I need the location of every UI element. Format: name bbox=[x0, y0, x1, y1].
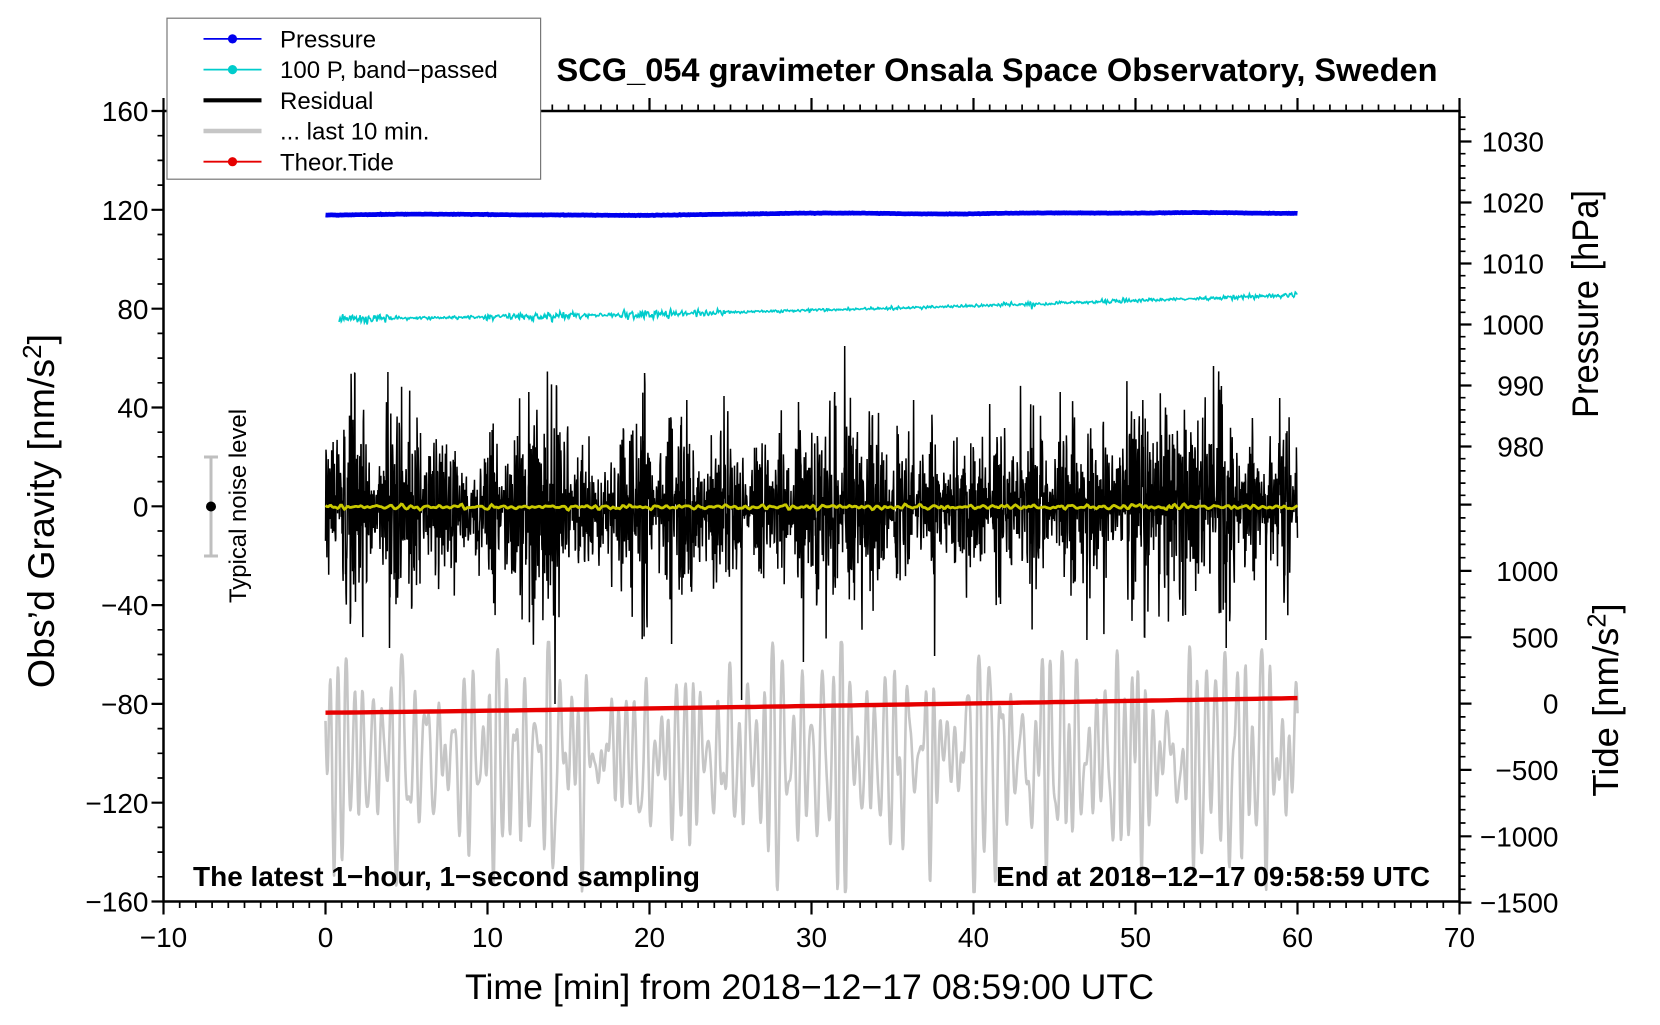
svg-text:Pressure: Pressure bbox=[280, 27, 376, 54]
svg-text:−160: −160 bbox=[85, 887, 148, 918]
svg-text:−500: −500 bbox=[1495, 755, 1558, 786]
svg-text:−1000: −1000 bbox=[1480, 821, 1559, 852]
svg-text:Obs’d Gravity [nm/s2]: Obs’d Gravity [nm/s2] bbox=[17, 334, 62, 688]
svg-text:SCG_054 gravimeter Onsala Spac: SCG_054 gravimeter Onsala Space Observat… bbox=[557, 51, 1438, 88]
svg-text:1010: 1010 bbox=[1482, 249, 1544, 280]
svg-text:1000: 1000 bbox=[1482, 310, 1544, 341]
svg-text:500: 500 bbox=[1512, 622, 1559, 653]
svg-text:40: 40 bbox=[117, 393, 148, 424]
svg-text:0: 0 bbox=[1543, 689, 1559, 720]
svg-text:Tide [nm/s2]: Tide [nm/s2] bbox=[1584, 603, 1627, 796]
svg-text:End at 2018−12−17 09:58:59 UTC: End at 2018−12−17 09:58:59 UTC bbox=[996, 861, 1430, 892]
svg-text:−1500: −1500 bbox=[1480, 888, 1559, 919]
svg-text:120: 120 bbox=[102, 195, 149, 226]
svg-text:30: 30 bbox=[796, 922, 827, 953]
svg-text:Residual: Residual bbox=[280, 88, 373, 115]
svg-text:0: 0 bbox=[133, 491, 149, 522]
svg-text:Pressure [hPa]: Pressure [hPa] bbox=[1565, 190, 1606, 418]
svg-text:80: 80 bbox=[117, 294, 148, 325]
svg-text:10: 10 bbox=[472, 922, 503, 953]
svg-text:−120: −120 bbox=[85, 788, 148, 819]
svg-text:1000: 1000 bbox=[1496, 556, 1558, 587]
svg-text:100 P, band−passed: 100 P, band−passed bbox=[280, 57, 498, 84]
svg-text:Theor.Tide: Theor.Tide bbox=[280, 149, 394, 176]
svg-text:Typical noise level: Typical noise level bbox=[225, 409, 252, 603]
svg-text:... last 10 min.: ... last 10 min. bbox=[280, 119, 429, 146]
svg-text:1030: 1030 bbox=[1482, 127, 1544, 158]
svg-text:−40: −40 bbox=[101, 590, 149, 621]
svg-text:1020: 1020 bbox=[1482, 188, 1544, 219]
svg-text:0: 0 bbox=[318, 922, 334, 953]
svg-text:40: 40 bbox=[958, 922, 989, 953]
svg-text:990: 990 bbox=[1497, 371, 1544, 402]
svg-text:−80: −80 bbox=[101, 689, 149, 720]
svg-text:980: 980 bbox=[1497, 432, 1544, 463]
svg-text:Time [min] from 2018−12−17 08:: Time [min] from 2018−12−17 08:59:00 UTC bbox=[465, 967, 1154, 1007]
svg-text:The latest 1−hour, 1−second sa: The latest 1−hour, 1−second sampling bbox=[193, 861, 700, 892]
svg-text:−10: −10 bbox=[140, 922, 188, 953]
svg-text:60: 60 bbox=[1282, 922, 1313, 953]
svg-text:50: 50 bbox=[1120, 922, 1151, 953]
svg-text:160: 160 bbox=[102, 96, 149, 127]
svg-text:20: 20 bbox=[634, 922, 665, 953]
svg-text:70: 70 bbox=[1444, 922, 1475, 953]
